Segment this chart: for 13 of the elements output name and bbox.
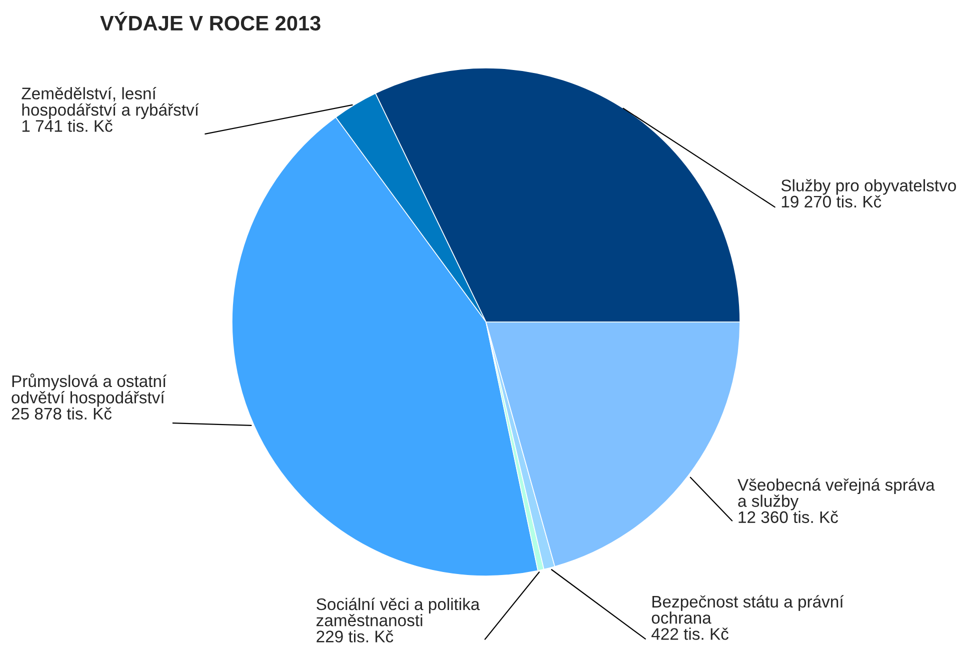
slice-label: Bezpečnost státu a právní ochrana <box>652 595 844 624</box>
slice-label: Průmyslová a ostatní odvětví hospodářství <box>12 374 167 407</box>
slice-label: Zemědělství, lesní hospodářství a rybářství <box>22 86 199 120</box>
data-label: 25 878 tis. Kč <box>12 407 112 420</box>
slice-label: Služby pro obyvatelstvo <box>781 179 956 195</box>
slice-label: Sociální věci a politika zaměstnanosti <box>316 598 480 626</box>
data-label: 19 270 tis. Kč <box>782 195 882 208</box>
data-label: 422 tis. Kč <box>651 628 728 640</box>
slice-label: Všeobecná veřejná správa a služby <box>738 478 935 510</box>
chart-title: VÝDAJE V ROCE 2013 <box>100 12 320 31</box>
data-label: 12 360 tis. Kč <box>738 510 838 524</box>
data-label: 1 741 tis. Kč <box>22 120 112 132</box>
data-label: 229 tis. Kč <box>316 630 394 642</box>
